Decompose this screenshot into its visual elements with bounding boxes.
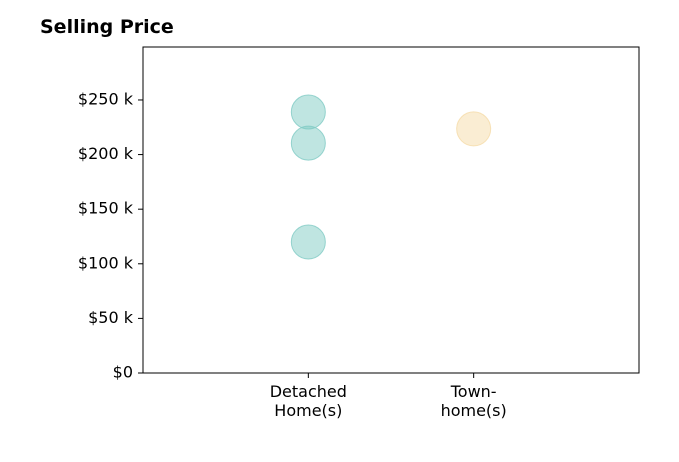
y-tick-label: $50 k (88, 308, 134, 327)
y-tick-label: $100 k (78, 253, 134, 272)
y-tick-label: $200 k (78, 144, 134, 163)
point (290, 94, 326, 130)
x-tick-label: Town- home(s) (440, 382, 507, 420)
x-tick-label: Detached Home(s) (269, 382, 347, 420)
y-tick-label: $250 k (78, 89, 134, 108)
point (456, 111, 492, 147)
point (290, 224, 326, 260)
y-tick-label: $0 (113, 363, 133, 382)
point (290, 125, 326, 161)
y-tick-label: $150 k (78, 199, 134, 218)
plot-frame (142, 46, 640, 374)
chart-title: Selling Price (40, 16, 174, 38)
